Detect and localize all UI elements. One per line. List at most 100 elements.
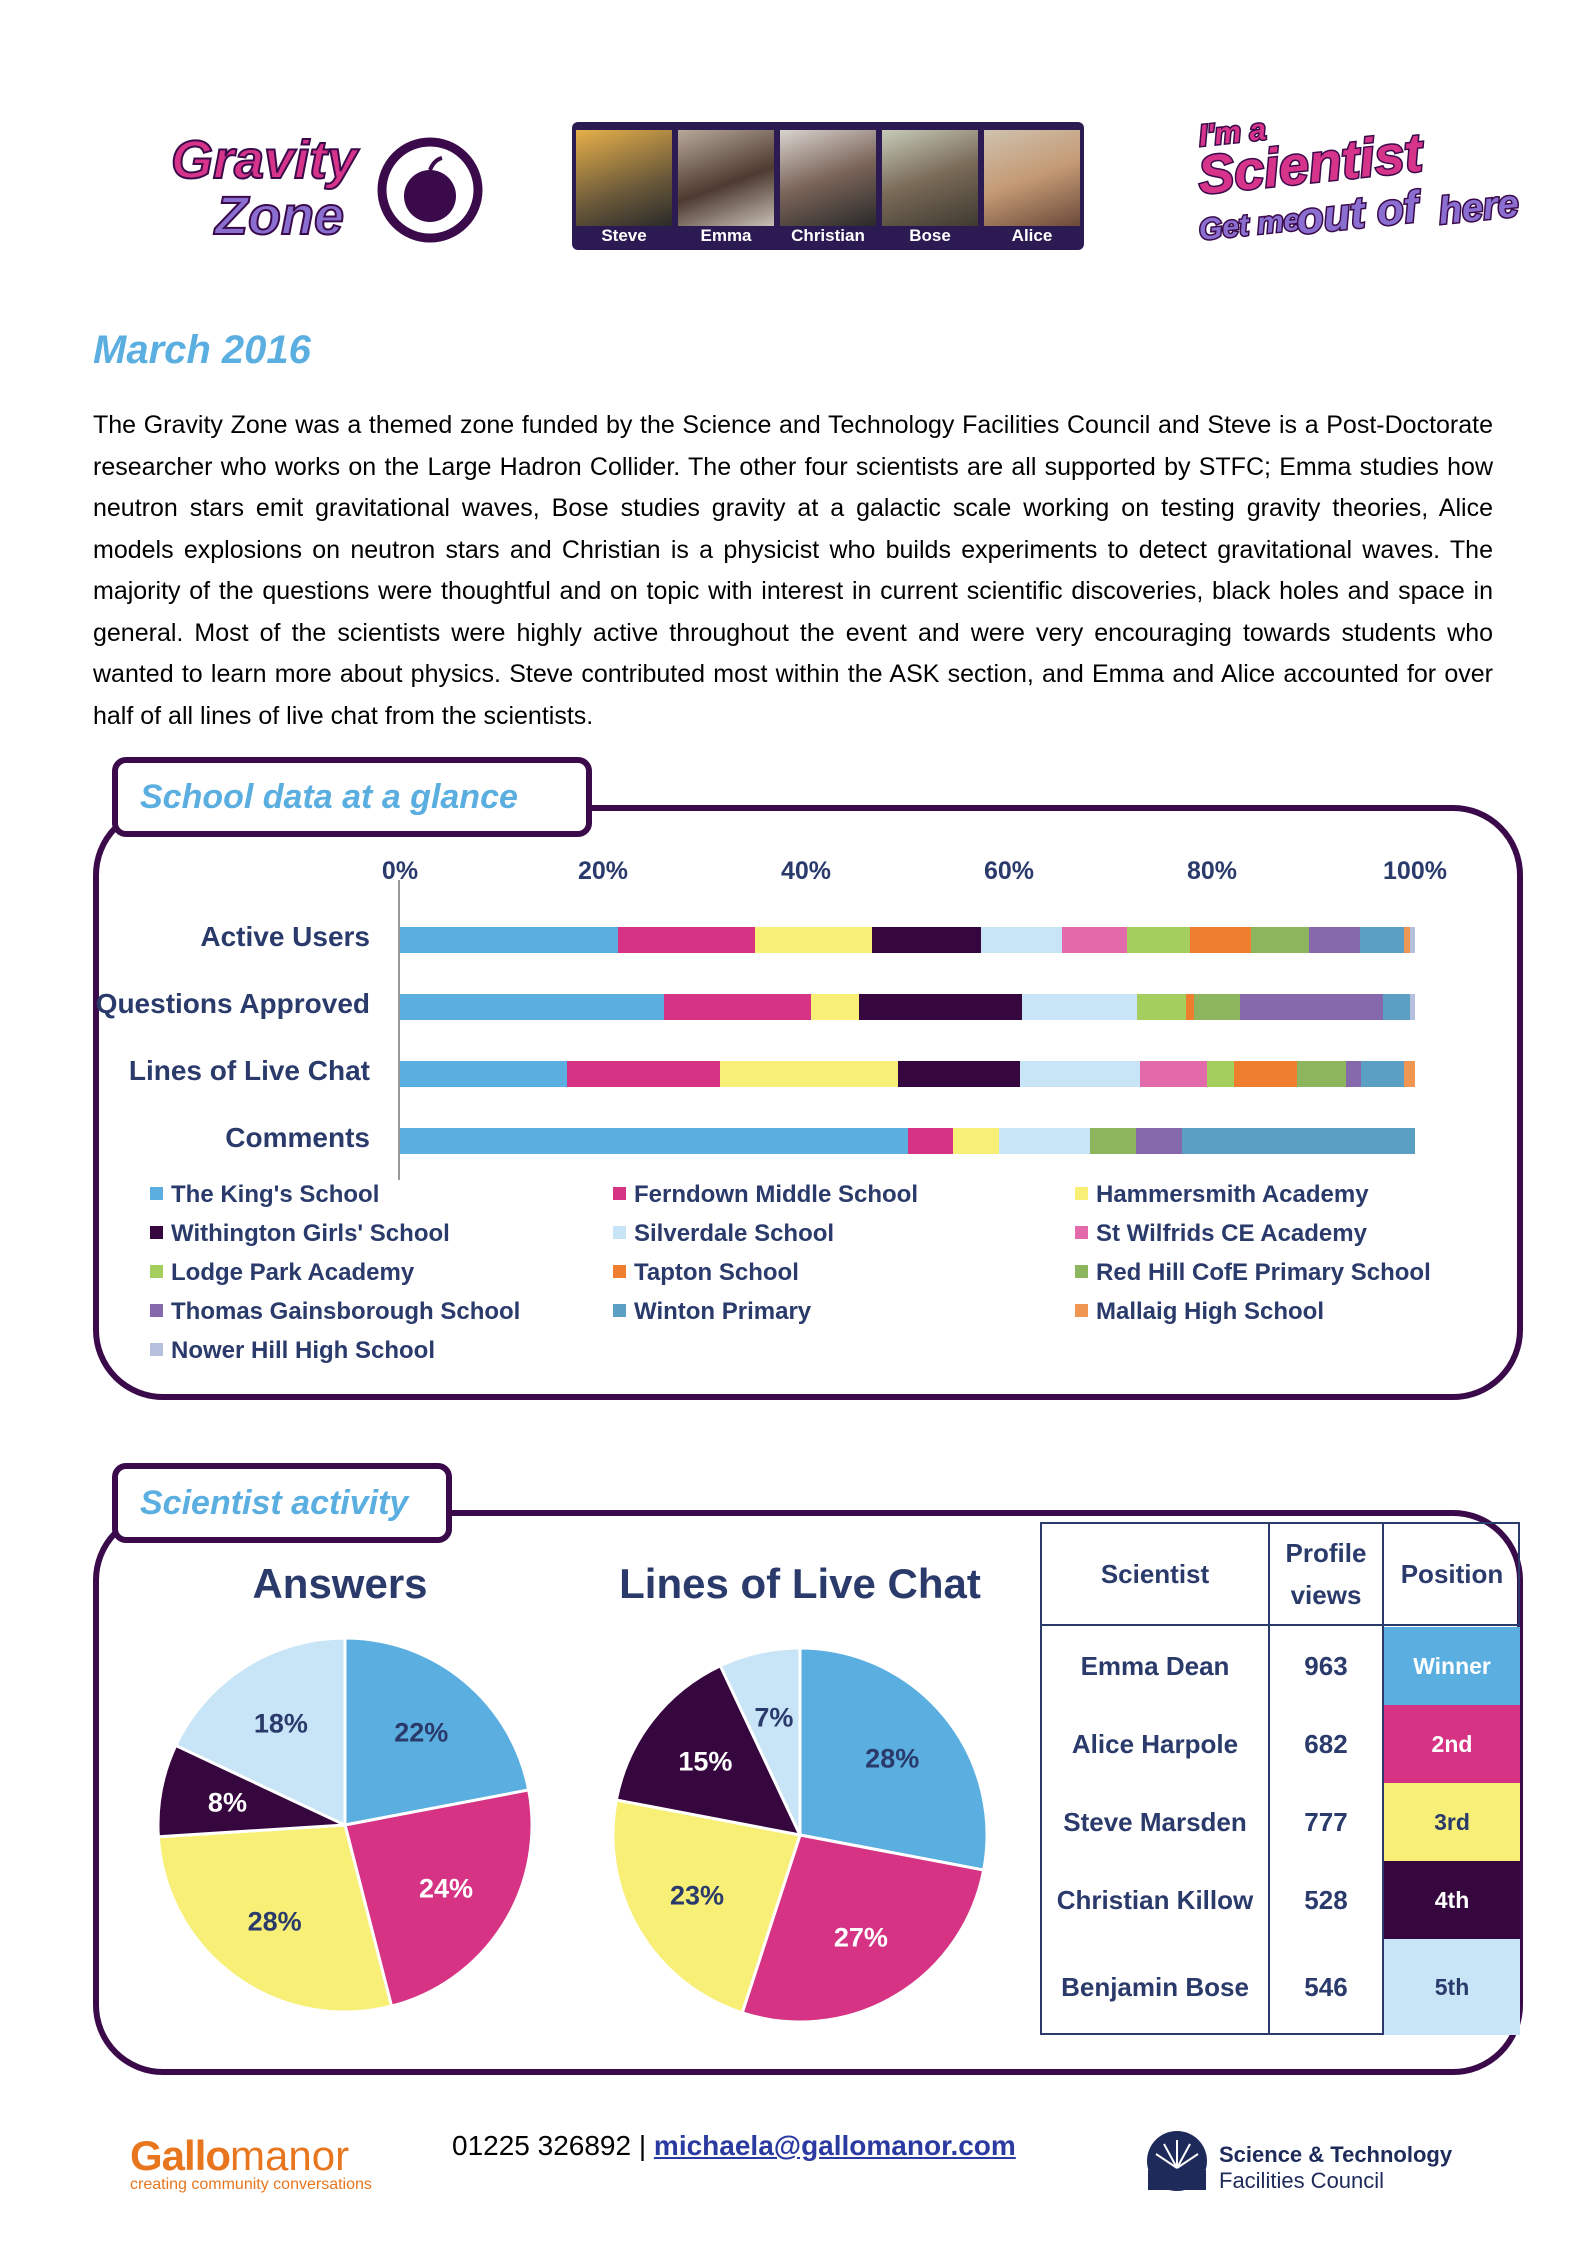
table-cell-position: 4th xyxy=(1384,1861,1520,1939)
legend-label: Tapton School xyxy=(634,1259,799,1286)
bar-segment xyxy=(953,1128,999,1154)
logo-word-gravity: Gravity xyxy=(171,130,360,190)
pie-slice-label: 23% xyxy=(669,1880,725,1911)
table-cell-views: 963 xyxy=(1304,1651,1348,1681)
bar-segment xyxy=(567,1061,720,1087)
table-cell-views: 777 xyxy=(1304,1806,1348,1837)
pie-slice-label: 28% xyxy=(247,1906,302,1937)
bar-segment xyxy=(400,1061,568,1087)
legend-swatch xyxy=(1075,1187,1088,1201)
legend-swatch xyxy=(150,1265,163,1279)
legend-label: Hammersmith Academy xyxy=(1096,1181,1369,1208)
legend-label: Lodge Park Academy xyxy=(171,1259,415,1286)
bar-segment xyxy=(1403,1061,1415,1087)
school-data-tab: School data at a glance xyxy=(112,757,592,837)
pie-slice xyxy=(718,1646,802,1836)
legend-item: Tapton School xyxy=(613,1259,799,1287)
legend-swatch xyxy=(613,1265,626,1279)
pie-slice-label: 24% xyxy=(419,1873,474,1904)
legend-swatch xyxy=(613,1304,626,1318)
gravity-zone-logo: Gravity Zone xyxy=(170,129,483,247)
category-label: Questions Approved xyxy=(95,988,370,1019)
bar-segment xyxy=(400,994,664,1020)
table-cell-scientist: Alice Harpole xyxy=(1071,1728,1239,1759)
strip-name-alice: Alice xyxy=(1011,226,1053,245)
legend-swatch xyxy=(150,1226,163,1240)
bar-segment xyxy=(1061,927,1127,953)
strip-name-bose: Bose xyxy=(909,226,951,245)
legend-swatch xyxy=(150,1187,163,1201)
answers-pie-chart xyxy=(156,1636,534,2014)
contact-info: 01225 326892 | michaela@gallomanor.com xyxy=(452,2130,1016,2162)
pie-slice-label: 15% xyxy=(678,1746,733,1777)
table-divider xyxy=(1268,1524,1270,2033)
legend-swatch xyxy=(150,1304,163,1318)
strip-name-steve: Steve xyxy=(601,226,647,245)
bar-segment xyxy=(1135,1128,1182,1154)
category-label: Active Users xyxy=(200,921,370,952)
legend-label: Winton Primary xyxy=(634,1298,812,1325)
legend-swatch xyxy=(1075,1304,1088,1318)
table-cell-position: 3rd xyxy=(1384,1783,1520,1861)
legend-label: Silverdale School xyxy=(634,1220,835,1247)
contact-separator: | xyxy=(638,2130,647,2161)
legend-item: Ferndown Middle School xyxy=(613,1181,918,1209)
pie-slice xyxy=(611,1798,802,2015)
pie-slice xyxy=(156,1743,346,1839)
x-tick-label: 40% xyxy=(780,857,832,885)
x-tick-label: 20% xyxy=(577,857,629,885)
logo-word-here: here xyxy=(1437,183,1520,233)
pie-slice xyxy=(798,1646,989,1872)
table-cell-views: 546 xyxy=(1304,1971,1348,2002)
header-position: Position xyxy=(1400,1558,1504,1589)
legend-label: The King's School xyxy=(171,1181,380,1208)
legend-item: The King's School xyxy=(150,1181,379,1209)
bar-chart-axis-line xyxy=(398,880,400,1180)
bar-segment xyxy=(1136,994,1186,1020)
bar-segment xyxy=(400,927,619,953)
bar-segment xyxy=(1403,927,1410,953)
legend-item: Red Hill CofE Primary School xyxy=(1075,1259,1431,1287)
bar-segment xyxy=(811,994,859,1020)
bar-segment xyxy=(1020,1061,1140,1087)
bar-segment xyxy=(1240,994,1383,1020)
bar-segment xyxy=(907,1128,954,1154)
bar-segment xyxy=(1126,927,1190,953)
table-cell-position: 5th xyxy=(1384,1939,1520,2035)
bar-segment xyxy=(1250,927,1310,953)
legend-label: Nower Hill High School xyxy=(171,1337,436,1364)
pie-slice-label: 28% xyxy=(865,1743,920,1774)
bar-segment xyxy=(1022,994,1137,1020)
legend-item: Nower Hill High School xyxy=(150,1337,435,1365)
live-chat-pie-chart xyxy=(611,1646,989,2024)
pie-slice-label: 18% xyxy=(253,1708,308,1739)
category-label: Lines of Live Chat xyxy=(128,1055,370,1086)
page-title: March 2016 xyxy=(93,328,311,372)
scientist-activity-panel xyxy=(93,1510,1523,2075)
bar-segment xyxy=(1139,1061,1207,1087)
legend-item: Winton Primary xyxy=(613,1298,811,1326)
photo-emma xyxy=(678,130,774,226)
stfc-logo: Science & Technology Facilities Council xyxy=(1144,2128,1452,2199)
bar-segment xyxy=(719,1061,899,1087)
table-cell-scientist: Christian Killow xyxy=(1056,1884,1254,1915)
scientist-activity-tab: Scientist activity xyxy=(112,1463,452,1543)
pie-slice xyxy=(614,1663,803,1838)
im-a-scientist-logo: I'm a Scientist Get me out of here xyxy=(1193,112,1520,248)
table-cell-views: 528 xyxy=(1304,1884,1348,1915)
strip-name-christian: Christian xyxy=(791,226,865,245)
photo-christian xyxy=(780,130,876,226)
legend-label: Withington Girls' School xyxy=(171,1220,450,1247)
table-header-rule xyxy=(1042,1624,1518,1626)
bar-segment xyxy=(871,927,981,953)
pie-slice-label: 27% xyxy=(833,1922,888,1953)
photo-alice xyxy=(984,130,1080,226)
legend-label: St Wilfrids CE Academy xyxy=(1096,1220,1367,1247)
bar-segment xyxy=(1234,1061,1298,1087)
bar-segment xyxy=(1360,927,1404,953)
legend-item: Mallaig High School xyxy=(1075,1298,1324,1326)
table-cell-views: 682 xyxy=(1304,1728,1348,1759)
email-link[interactable]: michaela@gallomanor.com xyxy=(653,2130,1016,2161)
bar-segment xyxy=(980,927,1062,953)
pie-slice xyxy=(740,1833,986,2024)
